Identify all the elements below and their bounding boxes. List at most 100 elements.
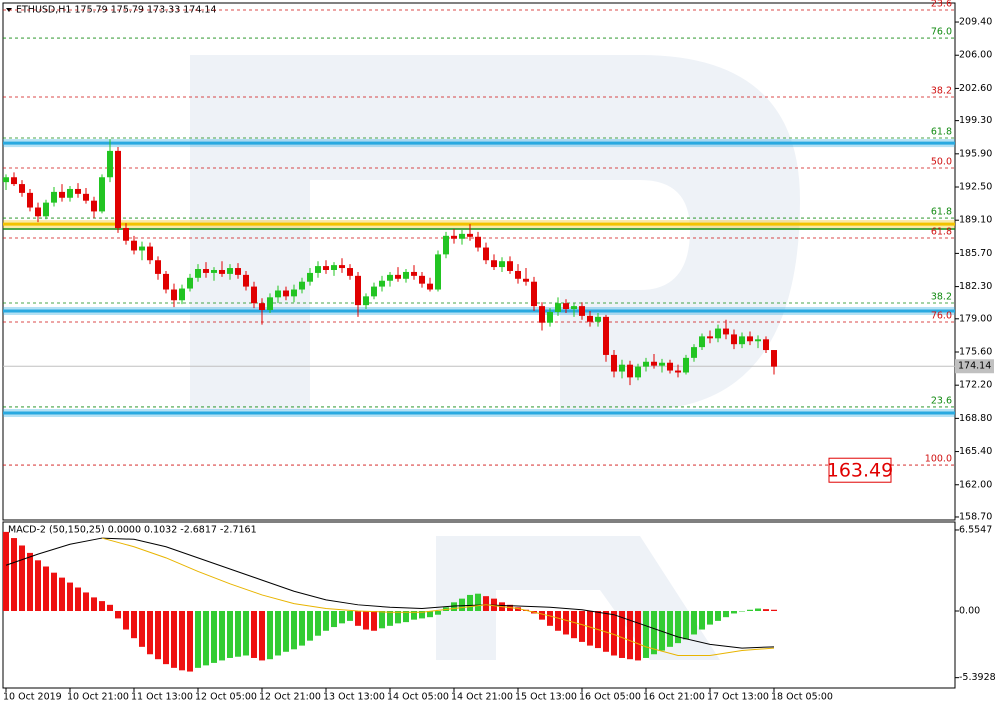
- candle-body: [211, 269, 217, 273]
- candle-body: [675, 370, 681, 373]
- macd-histogram-bar: [59, 577, 65, 611]
- candle-body: [283, 290, 289, 297]
- y-tick-label: 206.00: [959, 50, 992, 61]
- macd-histogram-bar: [339, 610, 345, 624]
- candle-body: [755, 339, 761, 342]
- y-tick-label: 202.60: [959, 83, 992, 94]
- y-tick-label: 165.40: [959, 446, 992, 457]
- fib-level-label: 38.2: [931, 291, 952, 302]
- macd-histogram-bar: [251, 610, 257, 658]
- macd-histogram-bar: [667, 610, 673, 647]
- macd-histogram-bar: [11, 538, 17, 611]
- macd-histogram-bar: [35, 560, 41, 611]
- x-tick-label: 18 Oct 05:00: [771, 692, 833, 703]
- candle-body: [451, 235, 457, 239]
- macd-histogram-bar: [723, 610, 729, 618]
- candle-body: [523, 278, 529, 282]
- candle-body: [739, 336, 745, 345]
- macd-histogram-bar: [627, 610, 633, 660]
- y-tick-label: 185.70: [959, 248, 992, 259]
- plot-layer: 209.40 206.00 202.60 199.30 195.90 192.50 189.…: [3, 0, 995, 703]
- candle-body: [59, 191, 65, 198]
- main-panel: [2, 2, 956, 521]
- candle-body: [235, 268, 241, 275]
- candle-body: [635, 366, 641, 378]
- candle-body: [83, 193, 89, 201]
- y-tick-label: 0.00: [959, 605, 980, 616]
- candle-body: [715, 328, 721, 339]
- fib-level-label: 61.8: [931, 207, 952, 218]
- candle-body: [443, 235, 449, 255]
- y-tick-label: 162.00: [959, 479, 992, 490]
- macd-histogram-bar: [395, 610, 401, 624]
- candle-body: [155, 260, 161, 274]
- macd-histogram-bar: [467, 594, 473, 611]
- fib-level-label: 61.8: [931, 226, 952, 237]
- macd-histogram-bar: [539, 610, 545, 620]
- candle-body: [195, 269, 201, 278]
- macd-histogram-bar: [283, 610, 289, 652]
- candle-body: [491, 260, 497, 268]
- y-tick-label: 158.70: [959, 511, 992, 522]
- macd-histogram-bar: [219, 610, 225, 661]
- macd-histogram-bar: [547, 610, 553, 626]
- macd-histogram-bar: [427, 610, 433, 618]
- fib-level-label: 23.6: [931, 395, 952, 406]
- candle-body: [483, 247, 489, 261]
- candle-body: [19, 184, 25, 193]
- fib-level-label: 100.0: [925, 454, 952, 465]
- x-tick-label: 12 Oct 05:00: [195, 692, 257, 703]
- x-tick-label: 10 Oct 2019: [3, 692, 62, 703]
- macd-histogram-bar: [403, 610, 409, 623]
- candle-body: [731, 334, 737, 345]
- candle-body: [187, 277, 193, 289]
- macd-histogram-bar: [3, 531, 9, 611]
- y-tick-label: 182.30: [959, 281, 992, 292]
- candle-body: [331, 265, 337, 270]
- macd-line: [101, 537, 775, 656]
- macd-histogram-bar: [587, 610, 593, 646]
- last-price-box: [955, 359, 994, 374]
- candle-body: [323, 266, 329, 270]
- macd-histogram-bar: [123, 610, 129, 630]
- macd-histogram-bar: [419, 610, 425, 619]
- macd-histogram-bar: [131, 610, 137, 639]
- macd-histogram-bar: [707, 610, 713, 625]
- candle-body: [307, 272, 313, 282]
- candle-body: [27, 192, 33, 208]
- candle-body: [51, 191, 57, 203]
- candle-body: [587, 315, 593, 322]
- x-tick-label: 12 Oct 21:00: [259, 692, 321, 703]
- macd-histogram-bar: [107, 604, 113, 611]
- candle-body: [531, 281, 537, 307]
- last-price-label: 174.14: [958, 361, 991, 372]
- fib-level-label: 23.6: [931, 0, 952, 10]
- candle-body: [579, 306, 585, 316]
- candle-body: [219, 269, 225, 274]
- candle-body: [563, 303, 569, 310]
- y-tick-label: 179.00: [959, 313, 992, 324]
- y-tick-label: 172.20: [959, 380, 992, 391]
- candle-body: [131, 240, 137, 251]
- macd-histogram-bar: [99, 601, 105, 611]
- candle-body: [147, 246, 153, 261]
- macd-line: [5, 537, 775, 649]
- macd-histogram-bar: [715, 610, 721, 621]
- macd-histogram-bar: [675, 610, 681, 644]
- macd-histogram-bar: [355, 610, 361, 626]
- macd-histogram-bar: [451, 602, 457, 611]
- macd-histogram-bar: [763, 609, 769, 611]
- macd-histogram-bar: [635, 610, 641, 661]
- candle-body: [379, 280, 385, 287]
- candle-body: [651, 361, 657, 366]
- macd-histogram-bar: [27, 552, 33, 611]
- candle-body: [699, 336, 705, 348]
- macd-histogram-bar: [371, 610, 377, 631]
- macd-histogram-bar: [211, 610, 217, 663]
- x-tick-label: 14 Oct 05:00: [387, 692, 449, 703]
- macd-histogram-bar: [299, 610, 305, 646]
- macd-histogram-bar: [659, 610, 665, 651]
- candle-body: [387, 274, 393, 281]
- macd-histogram-bar: [243, 610, 249, 656]
